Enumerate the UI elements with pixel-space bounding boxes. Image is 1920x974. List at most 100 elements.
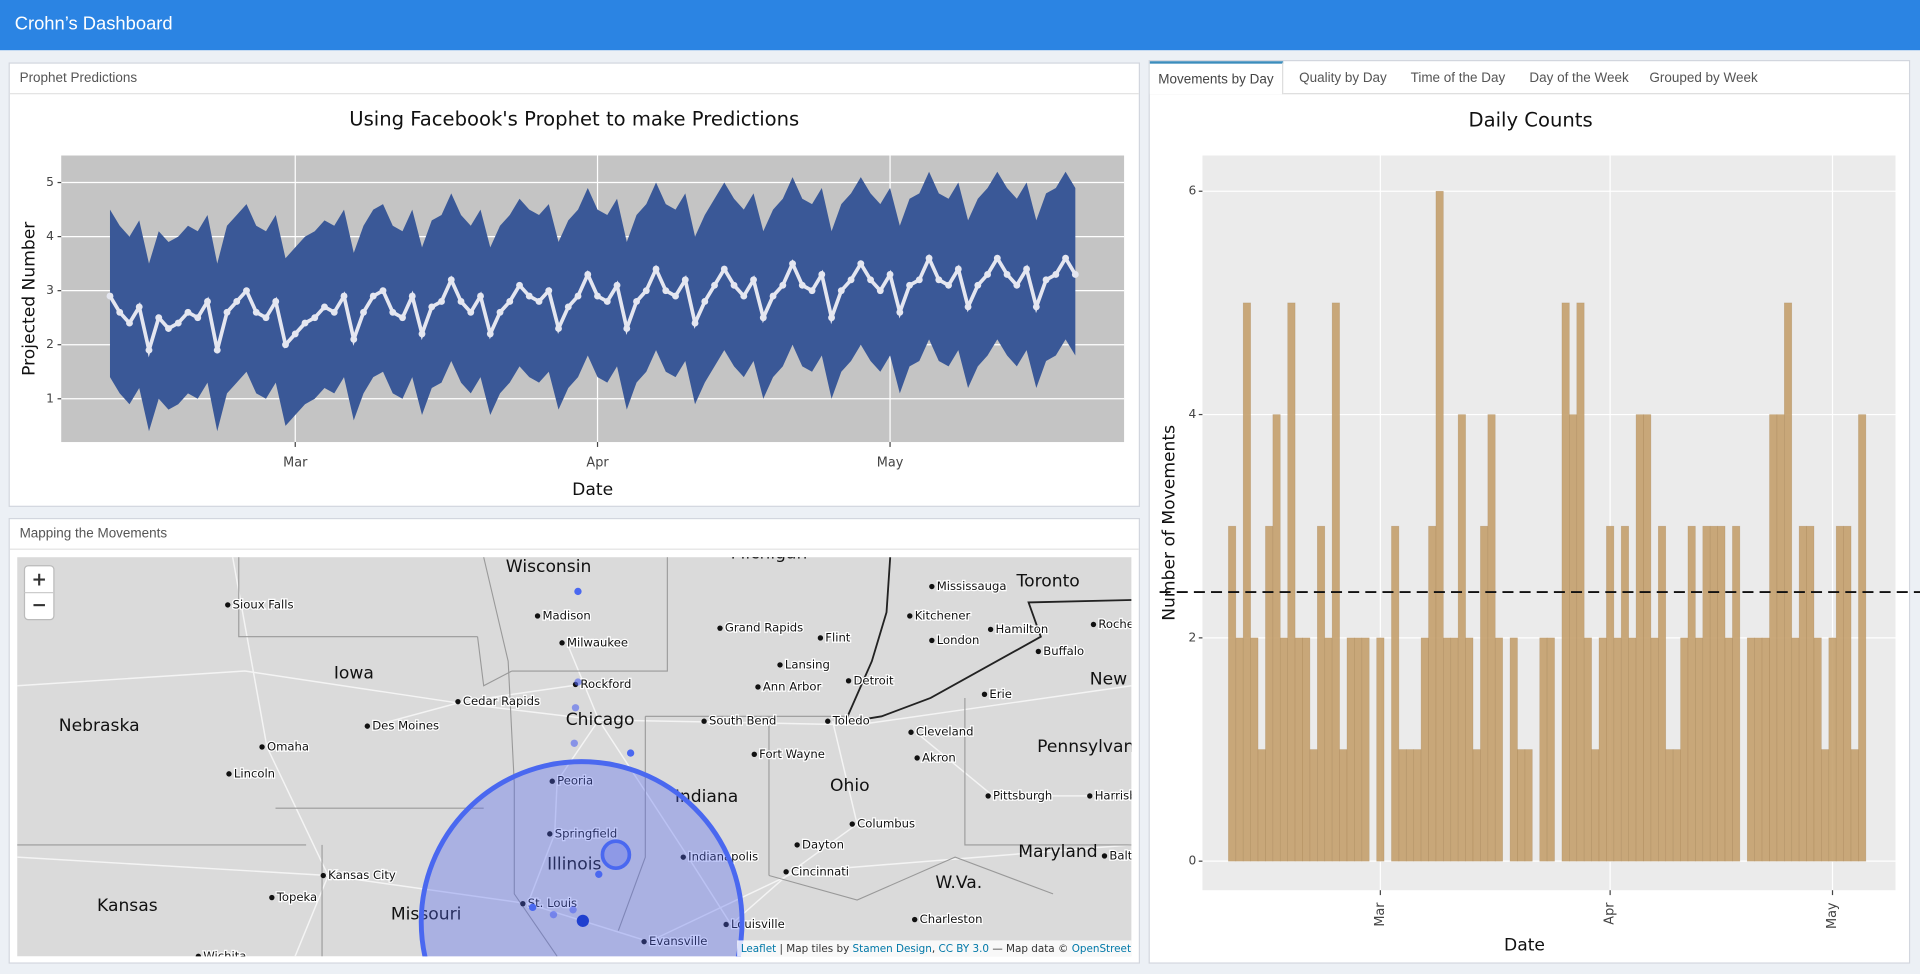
attribution-link[interactable]: CC BY 3.0 (938, 943, 989, 955)
prediction-point (954, 265, 962, 273)
map-city-label: Evansville (649, 934, 707, 948)
bar (1828, 637, 1837, 862)
city-dot (777, 662, 783, 668)
bar (1858, 414, 1867, 862)
prediction-point (369, 292, 377, 300)
y-axis-title: Number of Movements (1159, 425, 1179, 621)
prediction-point (389, 308, 397, 316)
prediction-point (574, 292, 582, 300)
prediction-point (477, 292, 484, 300)
tab[interactable]: Movements by Day (1149, 61, 1284, 95)
map-city-label: St. Louis (528, 896, 577, 910)
tab[interactable]: Quality by Day (1299, 71, 1387, 86)
bar (1324, 637, 1333, 862)
prediction-point (808, 287, 816, 295)
bar (1695, 637, 1704, 862)
map-region-label: Michigan (731, 543, 808, 563)
bar (1680, 637, 1689, 862)
tab[interactable]: Grouped by Week (1649, 71, 1758, 86)
prediction-point (1013, 281, 1021, 289)
prediction-point (1062, 254, 1070, 262)
panel-title: Mapping the Movements (19, 526, 168, 542)
bar (1776, 414, 1785, 862)
city-dot (269, 894, 275, 901)
map-city-label: Columbus (857, 817, 915, 831)
bar (1813, 637, 1822, 862)
x-axis-title: Date (572, 480, 613, 500)
bar (1539, 637, 1548, 862)
prediction-point (896, 308, 904, 316)
city-dot (195, 953, 202, 957)
prediction-point (262, 314, 270, 322)
prediction-point (642, 287, 650, 295)
movement-marker[interactable] (574, 587, 582, 596)
prediction-point (252, 308, 260, 316)
x-tick-label: Mar (1373, 902, 1388, 927)
zoom-out-button[interactable]: − (31, 595, 46, 616)
prediction-point (467, 308, 475, 316)
map-city-label: Erie (989, 687, 1012, 701)
prediction-point (408, 292, 416, 300)
city-dot (929, 637, 935, 644)
x-tick-label: May (877, 455, 904, 470)
movement-marker[interactable] (626, 749, 635, 757)
prediction-point (945, 281, 952, 289)
attribution-link[interactable]: Leaflet (741, 943, 776, 955)
map-city-label: Flint (825, 630, 851, 644)
movement-marker[interactable] (576, 914, 589, 927)
map-region-label: Wisconsin (506, 557, 592, 577)
bar (1524, 749, 1533, 862)
bar (1420, 637, 1429, 862)
prediction-point (789, 260, 796, 268)
map-city-label: Balti (1109, 848, 1135, 862)
bar (1598, 637, 1607, 862)
zoom-in-button[interactable]: + (31, 569, 46, 590)
prediction-point (974, 281, 982, 289)
prediction-point (935, 276, 943, 284)
map-city-label: Lincoln (234, 766, 275, 780)
bar (1354, 637, 1363, 862)
movement-marker[interactable] (574, 678, 582, 686)
map-region-label: Toronto (1016, 572, 1080, 592)
movement-marker[interactable] (549, 911, 558, 919)
movement-area[interactable] (418, 759, 745, 974)
chart-title: Using Facebook's Prophet to make Predict… (349, 108, 799, 131)
tab[interactable]: Time of the Day (1410, 71, 1506, 86)
attribution-link[interactable]: OpenStreetMap (1072, 943, 1154, 955)
movement-marker[interactable] (595, 870, 603, 878)
prediction-point (915, 276, 923, 284)
tab[interactable]: Day of the Week (1529, 71, 1629, 86)
movement-marker[interactable] (528, 903, 537, 912)
bar (1843, 525, 1852, 862)
prediction-point (740, 292, 748, 300)
attribution-link[interactable]: Stamen Design (853, 943, 932, 955)
movement-marker[interactable] (569, 906, 577, 914)
borders (17, 557, 1132, 957)
prediction-point (584, 271, 592, 278)
movement-marker[interactable] (570, 739, 578, 747)
city-dot (701, 718, 707, 724)
bar (1769, 414, 1778, 862)
movement-marker[interactable] (571, 704, 580, 712)
city-dot (226, 771, 232, 777)
map-city-label: Cleveland (916, 725, 974, 739)
bar (1672, 749, 1681, 862)
bar (1746, 637, 1755, 862)
bar (1228, 525, 1237, 862)
map-city-label: Milwaukee (567, 635, 628, 649)
bar (1331, 302, 1340, 862)
prediction-point (594, 292, 601, 300)
city-dot (914, 755, 920, 761)
map-region-label: Ohio (830, 776, 870, 796)
prediction-point (759, 314, 767, 322)
bar (1709, 525, 1718, 862)
city-dot (717, 625, 723, 631)
bar (1635, 414, 1644, 862)
attribution-text: — Map data © (989, 943, 1072, 955)
map-city-label: Cedar Rapids (463, 694, 540, 708)
map-city-label: Grand Rapids (725, 621, 803, 635)
movement-marker[interactable] (600, 839, 632, 871)
prediction-point (301, 319, 309, 327)
map-city-label: Fort Wayne (759, 747, 825, 761)
